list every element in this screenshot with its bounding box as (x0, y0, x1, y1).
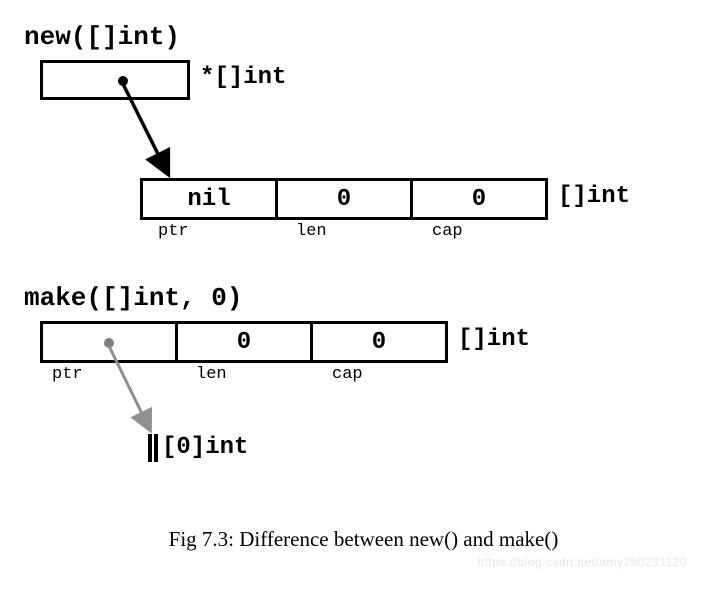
make-sublabel-len: len (196, 365, 227, 384)
new-slice-type-label: []int (558, 183, 630, 210)
new-sublabel-ptr: ptr (158, 222, 189, 241)
new-slice-cell-len-value: 0 (278, 181, 410, 217)
make-slice-cell-len-value: 0 (178, 324, 310, 360)
figure-caption: Fig 7.3: Difference between new() and ma… (0, 527, 727, 552)
new-slice-cell-ptr: nil (140, 178, 278, 220)
make-sublabel-cap: cap (332, 365, 363, 384)
new-slice-cell-len: 0 (275, 178, 413, 220)
heading-make: make([]int, 0) (24, 283, 242, 313)
make-points-to-label: [0]int (162, 434, 248, 461)
make-slice-cell-cap-value: 0 (313, 324, 445, 360)
new-slice-cell-ptr-value: nil (143, 181, 275, 217)
new-slice-cell-cap-value: 0 (413, 181, 545, 217)
make-pointer-dot (104, 338, 114, 348)
new-slice-cell-cap: 0 (410, 178, 548, 220)
make-slice-type-label: []int (458, 326, 530, 353)
new-pointer-box (40, 60, 190, 100)
new-sublabel-len: len (296, 222, 327, 241)
watermark: https://blog.csdn.net/amy260231120 (477, 555, 687, 569)
new-pointer-type-label: *[]int (200, 64, 286, 91)
make-slice-cell-cap: 0 (310, 321, 448, 363)
new-pointer-dot (118, 76, 128, 86)
make-slice-cell-len: 0 (175, 321, 313, 363)
make-sublabel-ptr: ptr (52, 365, 83, 384)
heading-new: new([]int) (24, 22, 180, 52)
zero-array-bar-1 (148, 434, 152, 462)
new-sublabel-cap: cap (432, 222, 463, 241)
zero-array-bar-2 (154, 434, 158, 462)
